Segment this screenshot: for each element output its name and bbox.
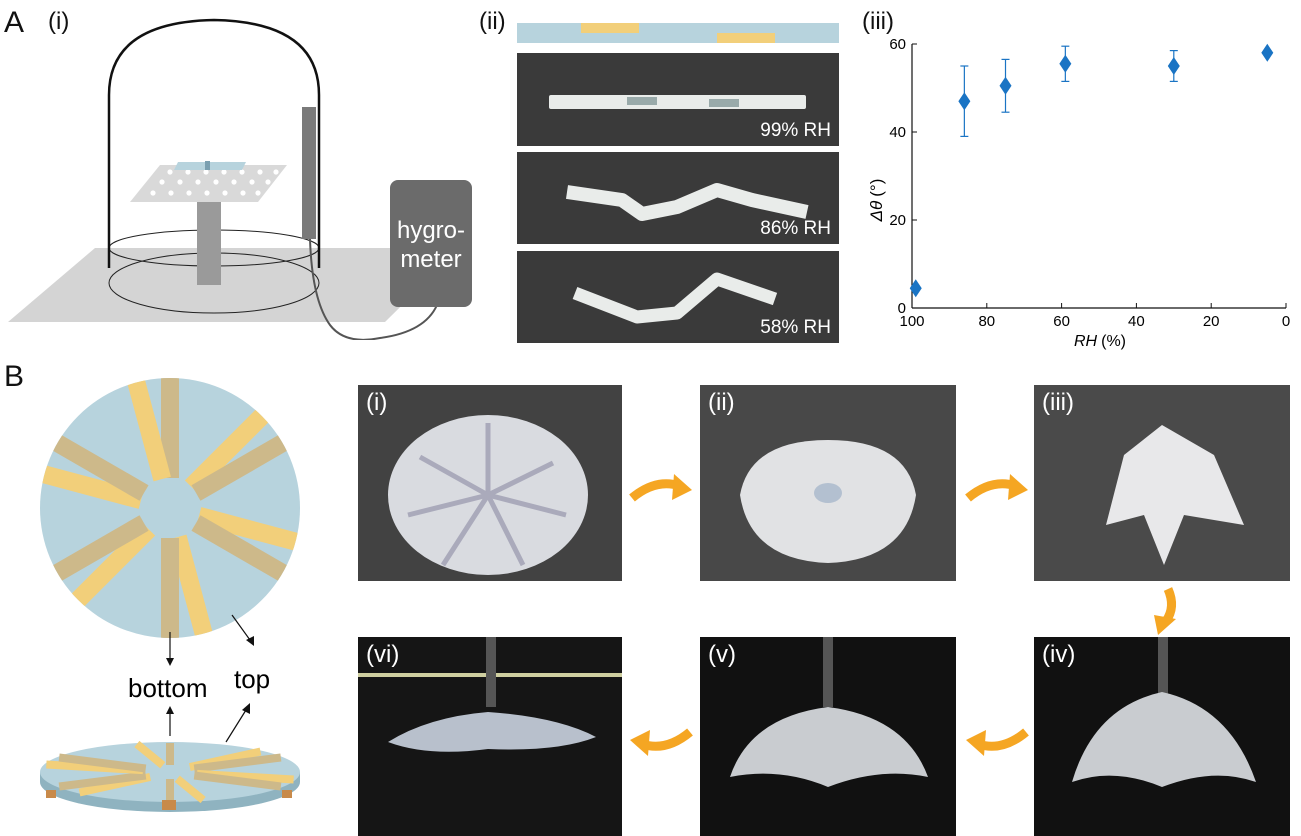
disc-hinge-strip [184, 402, 276, 494]
chart-x-tick-label: 60 [1053, 313, 1070, 330]
chart-x-tick-label: 20 [1203, 313, 1220, 330]
disc3d-hinge-strip [58, 753, 147, 773]
panel-a-letter: A [4, 6, 25, 39]
arrow-i-ii [629, 474, 692, 502]
label-top: top [234, 664, 270, 694]
chart-ylabel-var: Δθ [867, 200, 886, 222]
chart-x-tick-label: 100 [899, 313, 924, 330]
disc-hinge-strip [169, 534, 215, 638]
chart-point [1167, 57, 1180, 75]
disc3d-hinge-strip [174, 775, 206, 804]
chart-y-tick-label: 40 [889, 124, 906, 141]
arrow-v-vi [630, 728, 693, 756]
photo-tag-ii: (ii) [708, 389, 735, 416]
photo-tag-vi: (vi) [366, 641, 400, 668]
disc-hinge-strip [191, 515, 296, 586]
panel-b-letter: B [4, 360, 25, 393]
chart-x-tick-label: 0 [1282, 313, 1290, 330]
strip-label-99: 99% RH [760, 120, 831, 141]
chart-point [958, 92, 971, 111]
panel-a-iii-label: (iii) [862, 8, 894, 35]
chart-xlabel-unit: (%) [1101, 333, 1126, 350]
strip-photo-58: 58% RH [517, 251, 839, 343]
disc3d-hinge-strip [193, 753, 282, 773]
disc3d-hinge-strip [58, 771, 147, 791]
chart-xlabel-var: RH [1074, 333, 1098, 350]
hygrometer-label-2: meter [400, 246, 461, 273]
strip-label-86: 86% RH [760, 218, 831, 239]
photo-tag-iv: (iv) [1042, 641, 1076, 668]
panel-a-i-label: (i) [48, 8, 70, 35]
chart-point [999, 76, 1012, 95]
arrow-iii-iv [1154, 587, 1176, 635]
disc-photo-v: (v) [700, 637, 956, 836]
svg-text:RH(%): RH (%) [1074, 333, 1126, 350]
disc-hinge-strip [125, 378, 171, 482]
disc-photo-iv: (iv) [1034, 637, 1290, 836]
label-bottom: bottom [128, 673, 208, 703]
svg-text:Δθ(°): Δθ (°) [867, 179, 886, 223]
disc-photo-i: (i) [358, 385, 622, 581]
disc-pattern-illustration: bottom top [40, 378, 300, 812]
chart-ylabel-unit: (°) [867, 179, 886, 197]
strip-label-58: 58% RH [760, 317, 831, 338]
chart-point [1059, 54, 1072, 73]
chart-x-tick-label: 80 [978, 313, 995, 330]
arrow-ii-iii [965, 474, 1028, 502]
disc-hinge-strip [64, 522, 156, 614]
chart-y-tick-label: 60 [889, 36, 906, 53]
chart-point [909, 279, 922, 298]
disc-hinge-strip [44, 430, 149, 501]
strip-photo-86: 86% RH [517, 152, 839, 244]
arrow-iv-v [966, 728, 1029, 756]
disc3d-hinge-strip [134, 740, 166, 769]
disc-photo-vi: (vi) [358, 637, 622, 836]
disc3d-hinge-strip [193, 771, 282, 791]
chart-point [1261, 43, 1274, 62]
disc-hinge-strip [161, 378, 179, 478]
chart-y-tick-label: 0 [898, 300, 906, 317]
chart-x-tick-label: 40 [1128, 313, 1145, 330]
chart-y-tick-label: 20 [889, 212, 906, 229]
bilayer-strip-schematic [517, 23, 839, 43]
disc-photo-ii: (ii) [700, 385, 956, 581]
humidity-chamber-illustration: hygro- meter [8, 18, 472, 340]
hygrometer-label-1: hygro- [397, 217, 465, 244]
disc-hinge-strip [44, 515, 149, 586]
hygrometer-box [390, 180, 472, 307]
photo-tag-i: (i) [366, 389, 388, 416]
disc-hinge-strip [161, 538, 179, 638]
panel-a-ii-label: (ii) [479, 8, 506, 35]
rh-angle-chart: Δθ (°) RH (%) 100 80 60 40 20 0 0 20 40 60 [867, 36, 1290, 350]
disc-photo-iii: (iii) [1034, 385, 1290, 581]
disc-hinge-strip [196, 507, 300, 553]
photo-tag-v: (v) [708, 641, 736, 668]
photo-tag-iii: (iii) [1042, 389, 1074, 416]
disc-hinge-strip [191, 430, 296, 501]
disc-hinge-strip [40, 463, 144, 509]
strip-photo-99: 99% RH [517, 53, 839, 146]
